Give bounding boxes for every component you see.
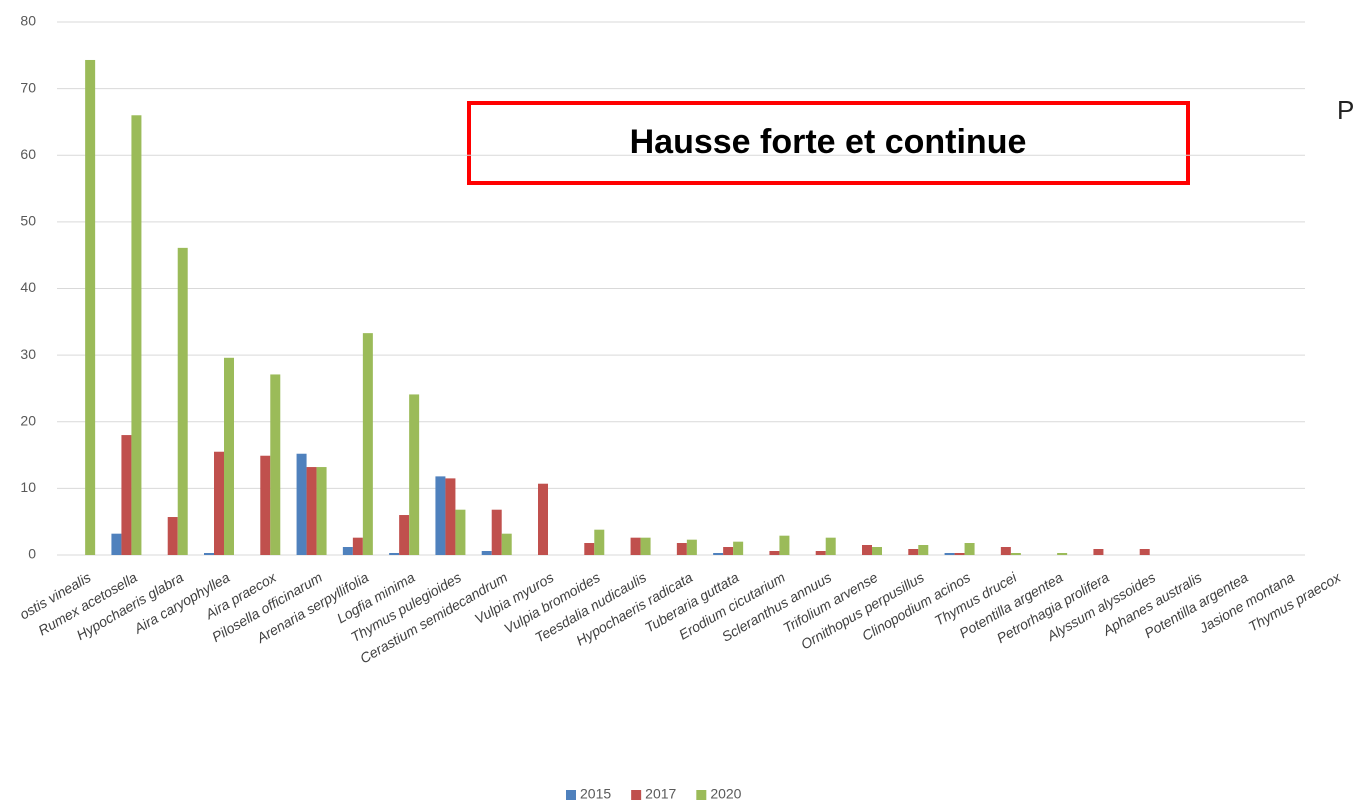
bar bbox=[399, 515, 410, 555]
bar bbox=[214, 451, 224, 555]
bar bbox=[640, 537, 651, 555]
bar bbox=[409, 394, 420, 555]
bar bbox=[1000, 547, 1011, 555]
y-tick-label: 70 bbox=[20, 79, 36, 95]
legend-label: 2020 bbox=[710, 786, 741, 802]
bar bbox=[815, 551, 826, 555]
bar bbox=[944, 553, 955, 555]
annotation: P bbox=[1337, 95, 1353, 125]
bar bbox=[713, 553, 724, 555]
bar bbox=[501, 533, 512, 555]
y-tick-label: 60 bbox=[20, 146, 36, 162]
bar bbox=[769, 551, 780, 555]
bar bbox=[723, 547, 734, 555]
bar bbox=[316, 467, 327, 555]
annotation-box bbox=[467, 101, 1190, 185]
bar bbox=[1093, 549, 1104, 555]
legend-swatch bbox=[631, 790, 642, 800]
bar bbox=[85, 59, 96, 555]
bar bbox=[491, 509, 502, 555]
y-tick-label: 80 bbox=[20, 13, 36, 29]
annotation: Hausse forte et continue bbox=[630, 123, 1027, 161]
bar bbox=[306, 467, 317, 555]
y-tick-label: 10 bbox=[20, 479, 36, 495]
bar bbox=[435, 476, 446, 555]
bar bbox=[584, 543, 595, 555]
bar bbox=[594, 529, 605, 555]
bar bbox=[686, 539, 697, 555]
y-tick-label: 50 bbox=[20, 213, 36, 229]
y-tick-label: 0 bbox=[28, 546, 36, 562]
bar bbox=[362, 333, 373, 555]
bar bbox=[111, 533, 122, 555]
bar bbox=[779, 535, 790, 555]
bar bbox=[481, 551, 492, 555]
bar bbox=[538, 483, 548, 555]
bar bbox=[445, 478, 456, 555]
bar bbox=[342, 547, 353, 555]
bar bbox=[630, 537, 641, 555]
bar bbox=[825, 537, 836, 555]
bar bbox=[204, 553, 214, 555]
bar bbox=[964, 543, 975, 555]
y-tick-label: 20 bbox=[20, 412, 36, 428]
bar bbox=[131, 115, 142, 556]
legend-label: 2015 bbox=[580, 786, 611, 802]
legend-swatch bbox=[566, 790, 576, 800]
bar bbox=[455, 509, 466, 555]
bar bbox=[224, 357, 234, 555]
bar bbox=[862, 545, 872, 555]
bar bbox=[954, 553, 965, 555]
bar bbox=[733, 541, 744, 555]
legend-label: 2017 bbox=[645, 786, 676, 802]
bar bbox=[121, 435, 132, 555]
legend-swatch bbox=[696, 790, 707, 800]
bar bbox=[918, 545, 929, 555]
bar bbox=[296, 453, 307, 555]
bar bbox=[389, 553, 400, 555]
bar bbox=[1010, 553, 1021, 555]
bar bbox=[1139, 549, 1150, 555]
y-tick-label: 40 bbox=[20, 279, 36, 295]
bar bbox=[908, 549, 919, 555]
bar bbox=[352, 537, 363, 555]
legend: 2015 2017 2020 bbox=[566, 786, 742, 802]
bar bbox=[676, 543, 687, 555]
bar bbox=[872, 547, 882, 555]
y-tick-label: 30 bbox=[20, 346, 36, 362]
bar bbox=[260, 455, 271, 555]
bar bbox=[270, 374, 281, 555]
bar bbox=[177, 247, 188, 555]
bar bbox=[167, 517, 178, 555]
bar bbox=[1057, 553, 1068, 555]
